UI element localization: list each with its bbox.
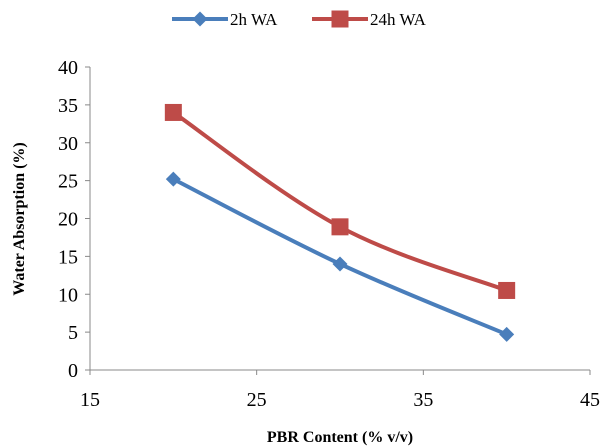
series-2: [164, 103, 516, 299]
legend: 2h WA 24h WA: [172, 10, 427, 29]
data-point: [331, 218, 349, 236]
legend-label: 24h WA: [370, 10, 427, 29]
data-point: [499, 326, 515, 342]
x-tick-label: 35: [413, 389, 433, 411]
data-point: [165, 171, 181, 187]
legend-swatch-marker: [192, 11, 208, 27]
x-tick-label: 25: [247, 389, 267, 411]
x-tick-label: 45: [580, 389, 600, 411]
y-tick-label: 15: [58, 246, 78, 268]
y-tick-label: 35: [58, 95, 78, 117]
y-tick-label: 5: [68, 322, 78, 344]
y-tick-label: 20: [58, 209, 78, 231]
y-tick-label: 30: [58, 133, 78, 155]
legend-item: 24h WA: [312, 10, 427, 29]
series-1: [165, 171, 515, 342]
data-point: [332, 256, 348, 272]
data-point: [498, 281, 516, 299]
y-tick-label: 40: [58, 57, 78, 79]
legend-item: 2h WA: [172, 10, 278, 29]
y-tick-label: 0: [68, 360, 78, 382]
y-tick-label: 10: [58, 284, 78, 306]
x-axis-title: PBR Content (% v/v): [267, 429, 413, 446]
y-axis-title: Water Absorption (%): [11, 142, 28, 295]
legend-label: 2h WA: [230, 10, 278, 29]
y-tick-label: 25: [58, 171, 78, 193]
axes: 0 5 10 15 20 25 30 35 40 15 25 35 45: [58, 57, 600, 411]
data-point: [164, 103, 182, 121]
x-tick-label: 15: [80, 389, 100, 411]
series-layer: [164, 103, 516, 342]
legend-swatch-marker: [331, 10, 349, 28]
